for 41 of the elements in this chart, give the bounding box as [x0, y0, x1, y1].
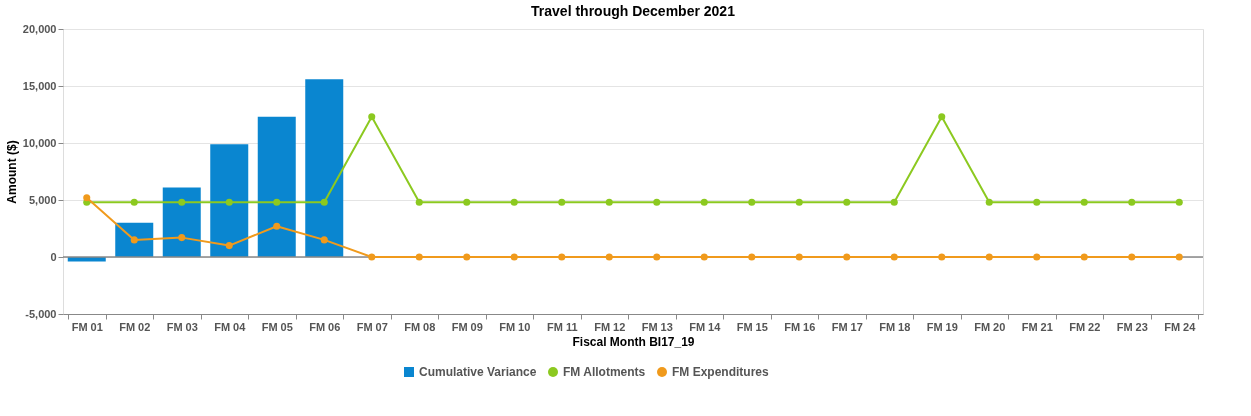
x-tick-label: FM 11: [546, 320, 578, 333]
x-tick-label: FM 23: [1116, 320, 1148, 333]
y-tick-label: 0: [50, 250, 57, 263]
x-tick-label: FM 24: [1164, 320, 1197, 333]
x-axis-title: Fiscal Month BI17_19: [572, 334, 695, 349]
x-tick-label: FM 20: [974, 320, 1006, 333]
y-tick-label: 15,000: [22, 79, 57, 92]
x-tick-label: FM 15: [736, 320, 768, 333]
legend-label: FM Allotments: [563, 365, 646, 379]
legend-label: FM Expenditures: [672, 365, 770, 379]
x-tick-label: FM 18: [879, 320, 911, 333]
x-tick-label: FM 14: [689, 320, 722, 333]
y-tick-label: 10,000: [22, 136, 57, 149]
x-tick-label: FM 08: [404, 320, 436, 333]
x-tick-label: FM 05: [261, 320, 293, 333]
x-tick-label: FM 16: [784, 320, 816, 333]
bar: [115, 222, 154, 257]
y-axis-title: Amount ($): [4, 140, 19, 204]
bar: [257, 116, 296, 257]
x-tick-label: FM 19: [926, 320, 958, 333]
x-tick-label: FM 13: [641, 320, 673, 333]
x-tick-label: FM 17: [831, 320, 863, 333]
x-tick-label: FM 04: [214, 320, 247, 333]
bar: [305, 79, 344, 257]
x-tick-label: FM 09: [451, 320, 483, 333]
x-tick-label: FM 01: [71, 320, 103, 333]
x-tick-label: FM 06: [309, 320, 341, 333]
bar: [162, 187, 201, 257]
x-tick-label: FM 02: [119, 320, 151, 333]
chart-title: Travel through December 2021: [531, 3, 736, 19]
y-tick-label: 20,000: [22, 22, 57, 35]
legend-label: Cumulative Variance: [419, 365, 537, 379]
x-tick-label: FM 07: [356, 320, 388, 333]
bar: [210, 144, 249, 257]
x-tick-label: FM 12: [594, 320, 626, 333]
x-tick-label: FM 22: [1069, 320, 1101, 333]
x-tick-label: FM 21: [1021, 320, 1053, 333]
y-tick-label: -5,000: [25, 307, 57, 320]
y-tick-label: 5,000: [28, 193, 57, 206]
x-tick-label: FM 03: [166, 320, 198, 333]
x-tick-label: FM 10: [499, 320, 531, 333]
